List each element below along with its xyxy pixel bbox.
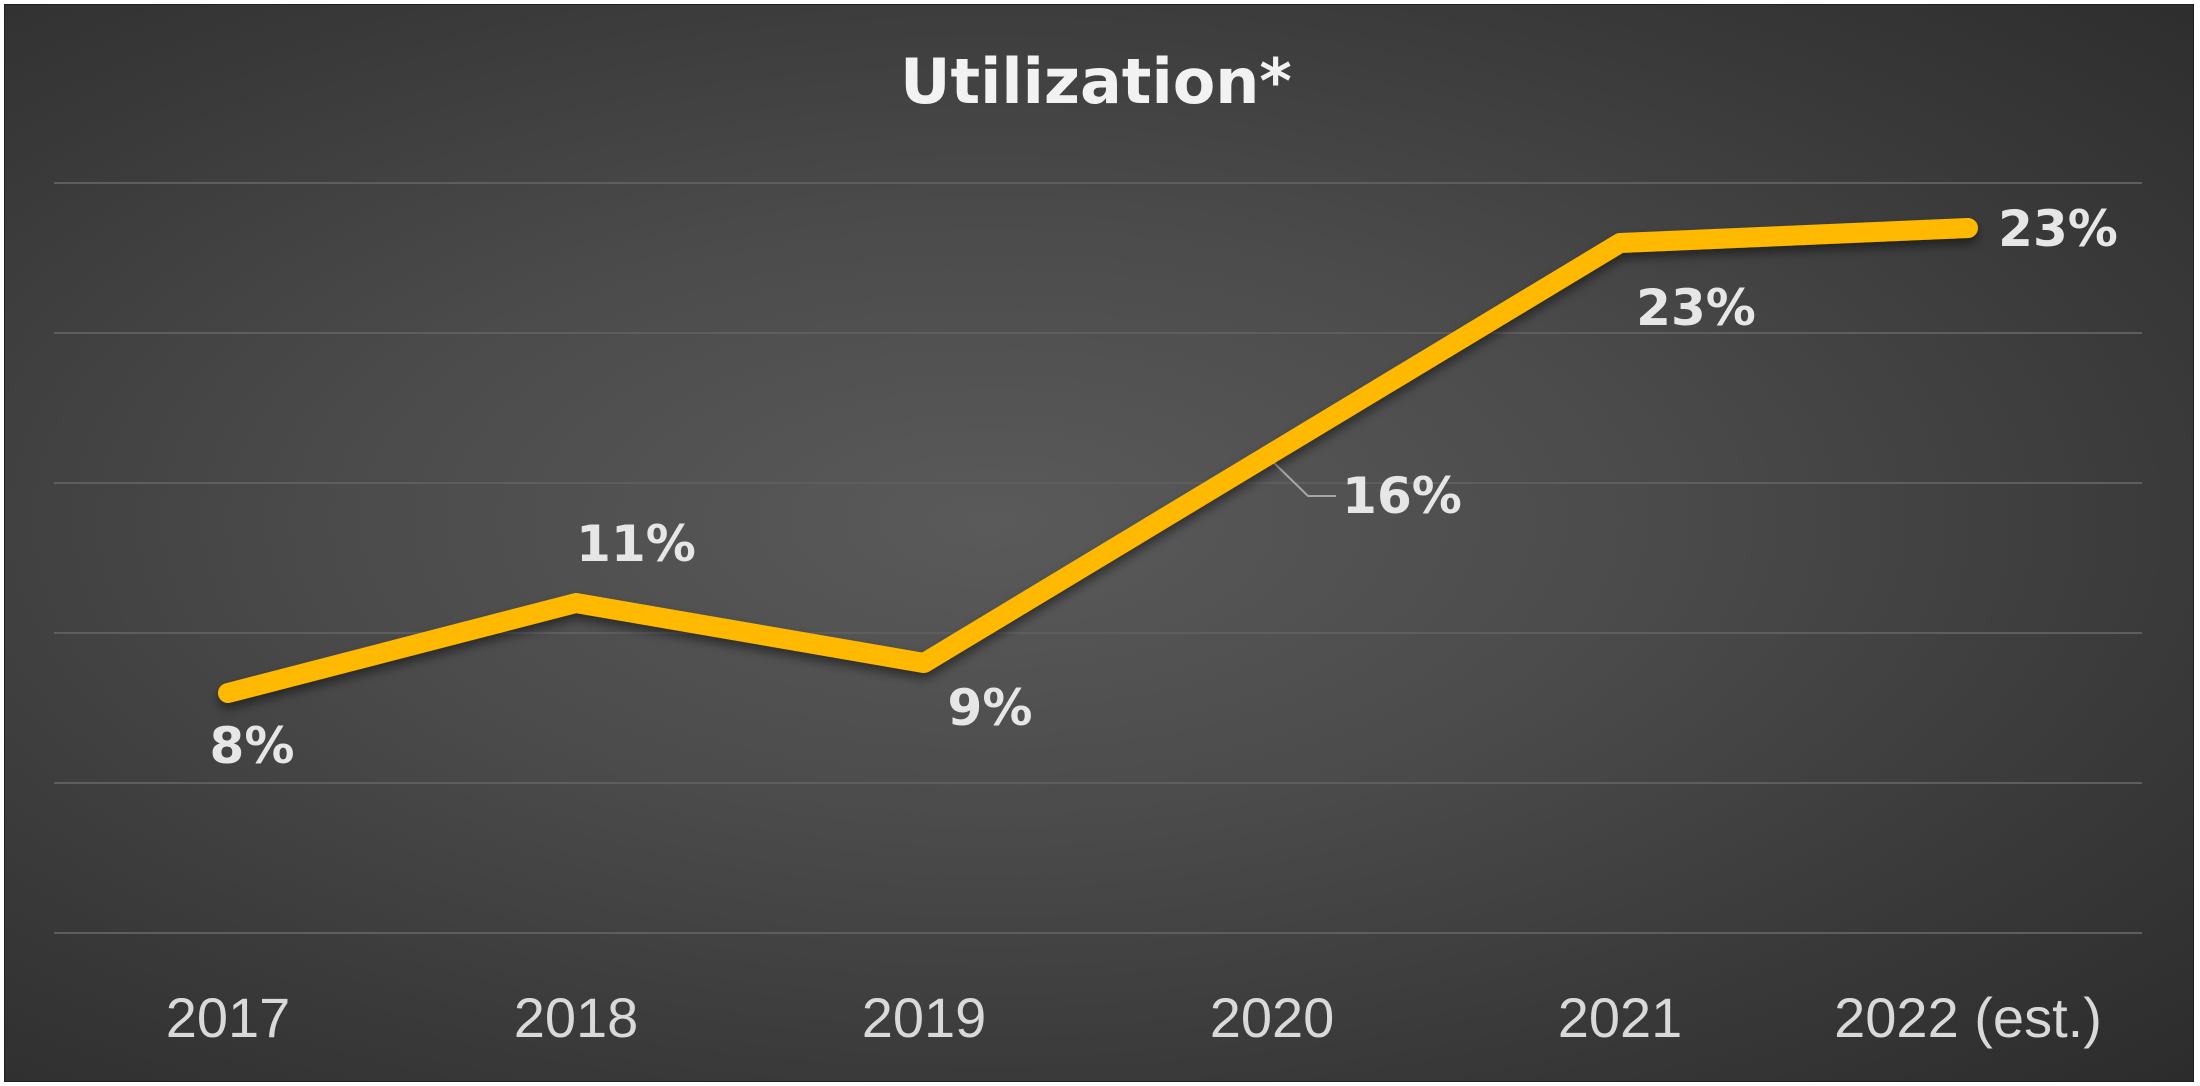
- data-label: 23%: [1636, 279, 1756, 337]
- x-tick-label: 2021: [1558, 986, 1683, 1049]
- gridlines: [54, 182, 2142, 934]
- series-line: [218, 218, 1978, 703]
- data-point: [1619, 242, 1621, 244]
- data-labels: 8% 11% 9% 16% 23% 23%: [210, 200, 2118, 775]
- chart-title: Utilization*: [900, 45, 1292, 118]
- x-tick-label: 2022 (est.): [1834, 986, 2102, 1049]
- data-label: 8%: [210, 717, 295, 775]
- leader-lines: [1266, 455, 1336, 497]
- x-tick-label: 2019: [862, 986, 987, 1049]
- data-label: 23%: [1998, 200, 2118, 258]
- series-layer: [218, 218, 1978, 703]
- data-label: 9%: [948, 679, 1033, 737]
- data-point: [1271, 452, 1273, 454]
- data-point: [1967, 227, 1969, 229]
- x-axis-ticks: 2017 2018 2019 2020 2021 2022 (est.): [166, 986, 2102, 1049]
- data-point: [923, 662, 925, 664]
- data-point: [575, 602, 577, 604]
- x-tick-label: 2018: [514, 986, 639, 1049]
- data-label: 11%: [576, 515, 696, 573]
- x-tick-label: 2017: [166, 986, 291, 1049]
- leader-line: [1266, 455, 1336, 497]
- data-point: [227, 692, 229, 694]
- x-tick-label: 2020: [1210, 986, 1335, 1049]
- data-label: 16%: [1342, 467, 1462, 525]
